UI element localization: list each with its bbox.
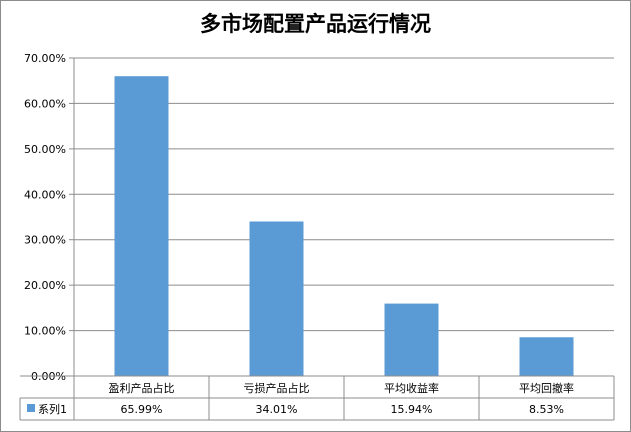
y-tick-label: 20.00%	[24, 279, 66, 292]
y-tick-label: 30.00%	[24, 234, 66, 247]
chart-title: 多市场配置产品运行情况	[200, 12, 431, 36]
y-tick-label: 60.00%	[24, 97, 66, 110]
data-label: 8.53%	[529, 403, 564, 416]
y-tick-label: 50.00%	[24, 143, 66, 156]
bar[interactable]	[114, 76, 169, 376]
bar[interactable]	[249, 221, 304, 376]
category-label: 平均回撤率	[519, 381, 574, 395]
category-label: 盈利产品占比	[109, 381, 175, 395]
y-tick-label: 40.00%	[24, 188, 66, 201]
data-label: 15.94%	[391, 403, 433, 416]
category-label: 平均收益率	[384, 381, 439, 395]
data-label: 65.99%	[121, 403, 163, 416]
legend-key	[27, 404, 35, 412]
category-label: 亏损产品占比	[244, 381, 310, 395]
y-tick-label: 10.00%	[24, 325, 66, 338]
bar[interactable]	[384, 303, 439, 376]
legend-label: 系列1	[38, 402, 67, 416]
data-label: 34.01%	[256, 403, 298, 416]
bar[interactable]	[519, 337, 574, 376]
y-tick-label: 70.00%	[24, 52, 66, 65]
